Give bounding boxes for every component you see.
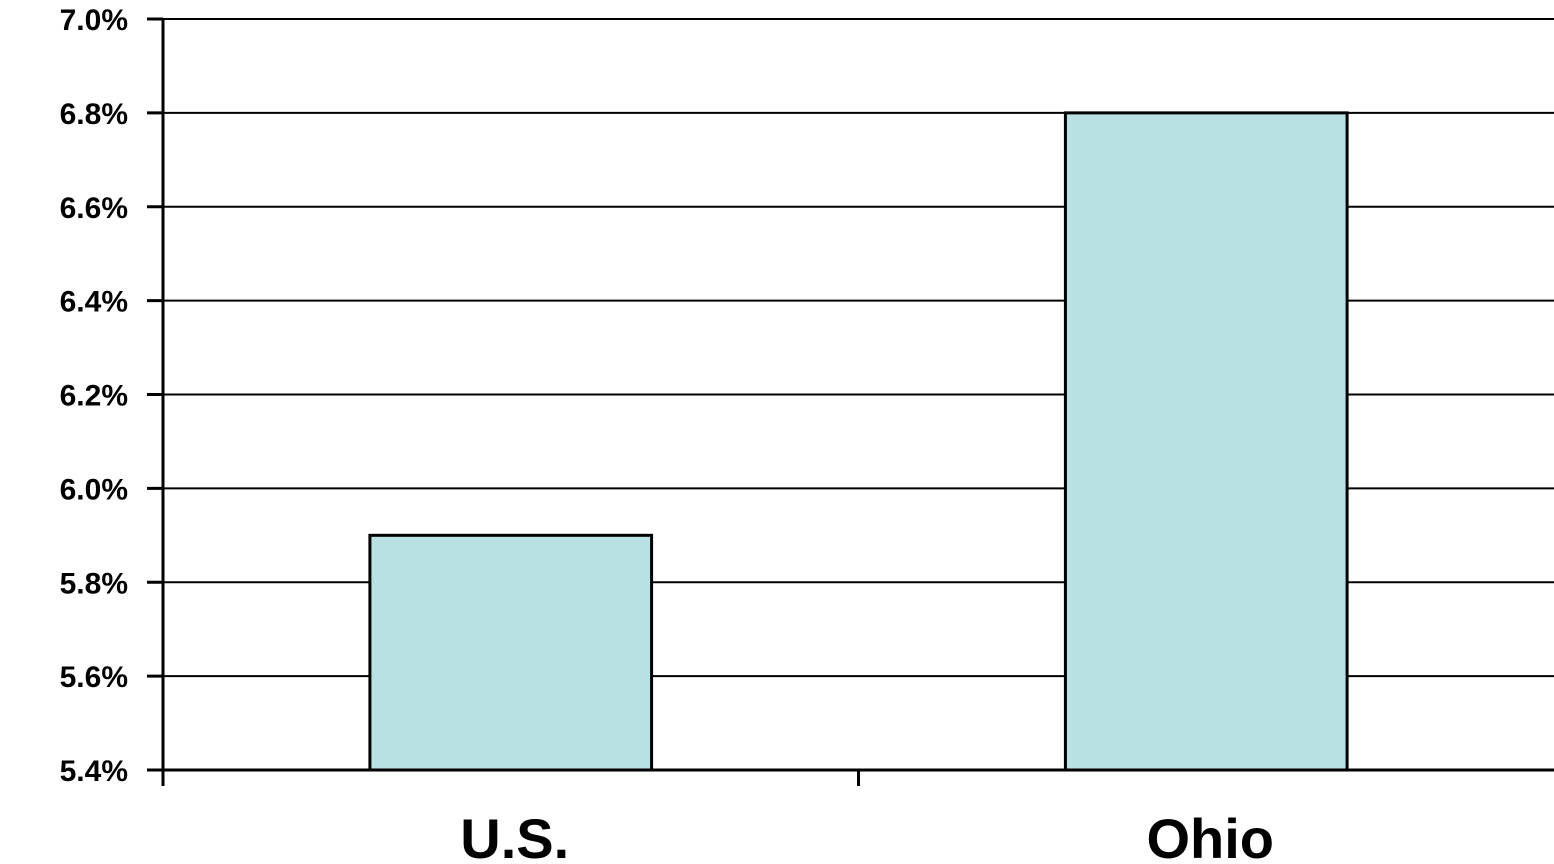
bars: [368, 111, 1349, 772]
bar-u-s: [368, 533, 654, 772]
x-category-label: U.S.: [460, 807, 569, 864]
y-tick-label: 6.0%: [60, 473, 128, 506]
y-tick-label: 5.4%: [60, 755, 128, 788]
x-category-label: Ohio: [1146, 807, 1274, 864]
y-tick-label: 7.0%: [60, 4, 128, 37]
bar-ohio: [1063, 111, 1349, 772]
y-tick-label: 6.4%: [60, 286, 128, 319]
y-tick-label: 5.8%: [60, 567, 128, 600]
y-tick-label: 6.2%: [60, 380, 128, 413]
x-category-labels: U.S. Ohio: [460, 807, 1274, 864]
y-tick-labels: 5.4% 5.6% 5.8% 6.0% 6.2% 6.4% 6.6% 6.8% 7.0%: [60, 4, 128, 788]
y-tick-label: 6.6%: [60, 192, 128, 225]
axes: [147, 17, 1554, 786]
y-tick-label: 6.8%: [60, 98, 128, 131]
y-tick-label: 5.6%: [60, 661, 128, 694]
